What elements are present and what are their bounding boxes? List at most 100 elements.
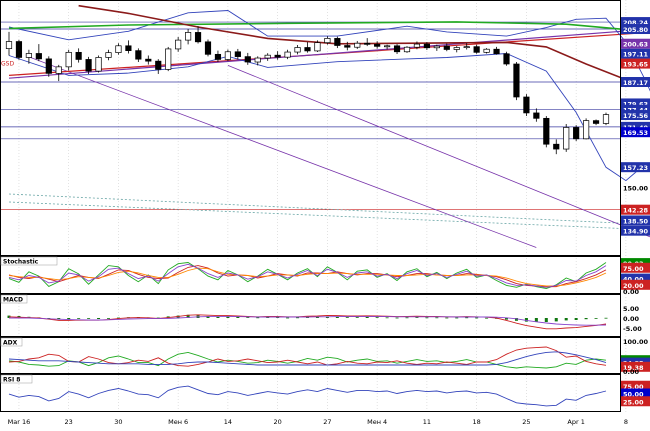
price-label-1: 205.80	[623, 26, 649, 34]
price-label-13-bg	[621, 204, 650, 215]
macd-hist-54	[544, 318, 548, 322]
macd-hist-24	[246, 317, 250, 318]
rsi-label-0: 75.00	[623, 383, 644, 391]
candle-53	[533, 112, 540, 119]
candle-26	[264, 54, 271, 59]
stochastic-series-1	[8, 265, 607, 288]
macd-label-1: 0.00	[623, 315, 640, 323]
date-label-12: 8	[624, 418, 628, 426]
date-label-5: 20	[274, 418, 282, 426]
candle-21	[214, 53, 222, 60]
stochastic-series-0	[8, 262, 607, 289]
macd-label-0: 5.00	[623, 305, 640, 313]
rsi-label-0-bg	[621, 380, 650, 391]
macd-hist-21	[216, 316, 220, 318]
candle-58	[583, 120, 590, 140]
candle-38	[384, 45, 391, 48]
price-label-7-bg	[621, 104, 650, 115]
adx-label-3-bg	[621, 361, 650, 372]
rsi-title: RSI 8	[3, 377, 20, 384]
main-panel-frame	[0, 0, 621, 256]
macd-hist-52	[524, 318, 528, 322]
macd-hist-6	[67, 318, 71, 320]
price-label-2-bg	[621, 38, 650, 49]
date-label-9: 18	[473, 418, 481, 426]
candle-57	[573, 127, 580, 140]
adx-label-4: 0.00	[623, 368, 640, 376]
candle-30	[304, 47, 311, 52]
macd-hist-59	[594, 318, 598, 319]
candle-44	[443, 45, 450, 50]
date-label-7: Мен 4	[367, 418, 387, 426]
candle-49	[493, 48, 500, 55]
price-label-15: 134.90	[623, 228, 649, 236]
macd-hist-57	[574, 318, 578, 320]
macd-hist-43	[435, 317, 439, 319]
macd-hist-39	[395, 317, 399, 319]
price-label-14-bg	[621, 215, 650, 226]
macd-hist-23	[236, 316, 240, 318]
date-label-4: 14	[224, 418, 232, 426]
price-label-8: 175.56	[623, 112, 649, 120]
candle-55	[553, 143, 560, 150]
macd-hist-40	[405, 317, 409, 319]
candle-18	[185, 32, 192, 41]
macd-hist-28	[286, 317, 290, 319]
price-label-3: 197.11	[623, 51, 649, 59]
price-label-10: 169.53	[623, 129, 648, 137]
price-label-5-bg	[621, 77, 650, 88]
macd-hist-7	[77, 318, 81, 319]
macd-hist-33	[335, 316, 339, 318]
adx-label-0: 100.00	[623, 338, 649, 346]
stochastic-label-3: 20.00	[623, 282, 644, 290]
macd-hist-30	[306, 317, 309, 318]
candle-6	[65, 51, 72, 68]
candle-1	[15, 41, 23, 58]
candle-11	[115, 45, 122, 53]
candle-29	[294, 47, 301, 53]
candle-13	[135, 50, 142, 60]
candle-46	[463, 46, 470, 48]
macd-hist-29	[296, 317, 300, 319]
candle-54	[543, 117, 550, 145]
price-label-11: 157.23	[623, 164, 648, 172]
macd-hist-60	[604, 317, 608, 319]
stochastic-label-3-bg	[621, 279, 650, 290]
candle-56	[563, 127, 570, 150]
macd-hist-41	[415, 317, 419, 318]
dotted-trend-1	[8, 193, 650, 225]
candle-28	[284, 51, 291, 58]
rsi-label-2: 25.00	[623, 398, 644, 406]
price-label-5: 187.17	[623, 79, 648, 87]
stochastic-panel-frame	[0, 256, 621, 294]
macd-hist-48	[485, 317, 489, 319]
candle-37	[374, 44, 381, 47]
macd-title: MACD	[3, 297, 23, 304]
price-label-15-bg	[621, 225, 650, 236]
candle-19	[194, 32, 202, 43]
price-label-6: 179.63	[623, 100, 648, 108]
macd-hist-22	[226, 316, 230, 318]
price-label-4-bg	[621, 58, 650, 69]
candle-35	[354, 42, 361, 48]
macd-hist-25	[256, 317, 260, 319]
candle-16	[165, 48, 172, 70]
adx-series-0	[8, 351, 607, 369]
stochastic-title-bg	[0, 256, 58, 266]
price-label-0: 208.24	[623, 19, 649, 27]
date-label-3: Мен 6	[168, 418, 188, 426]
date-label-0: Mar 16	[8, 418, 31, 426]
stochastic-series-3	[8, 263, 607, 288]
candle-60	[602, 114, 610, 124]
stochastic-label-1-bg	[621, 262, 650, 273]
date-label-1: 23	[65, 418, 73, 426]
candle-27	[274, 54, 281, 58]
candle-59	[592, 120, 600, 124]
macd-hist-42	[425, 317, 429, 319]
macd-hist-18	[186, 314, 190, 318]
candle-22	[224, 51, 231, 60]
price-label-2: 200.63	[623, 41, 648, 49]
trend-line-purple	[8, 28, 650, 79]
stochastic-label-2: 40.00	[623, 276, 644, 284]
stochastic-label-2-bg	[621, 273, 650, 284]
